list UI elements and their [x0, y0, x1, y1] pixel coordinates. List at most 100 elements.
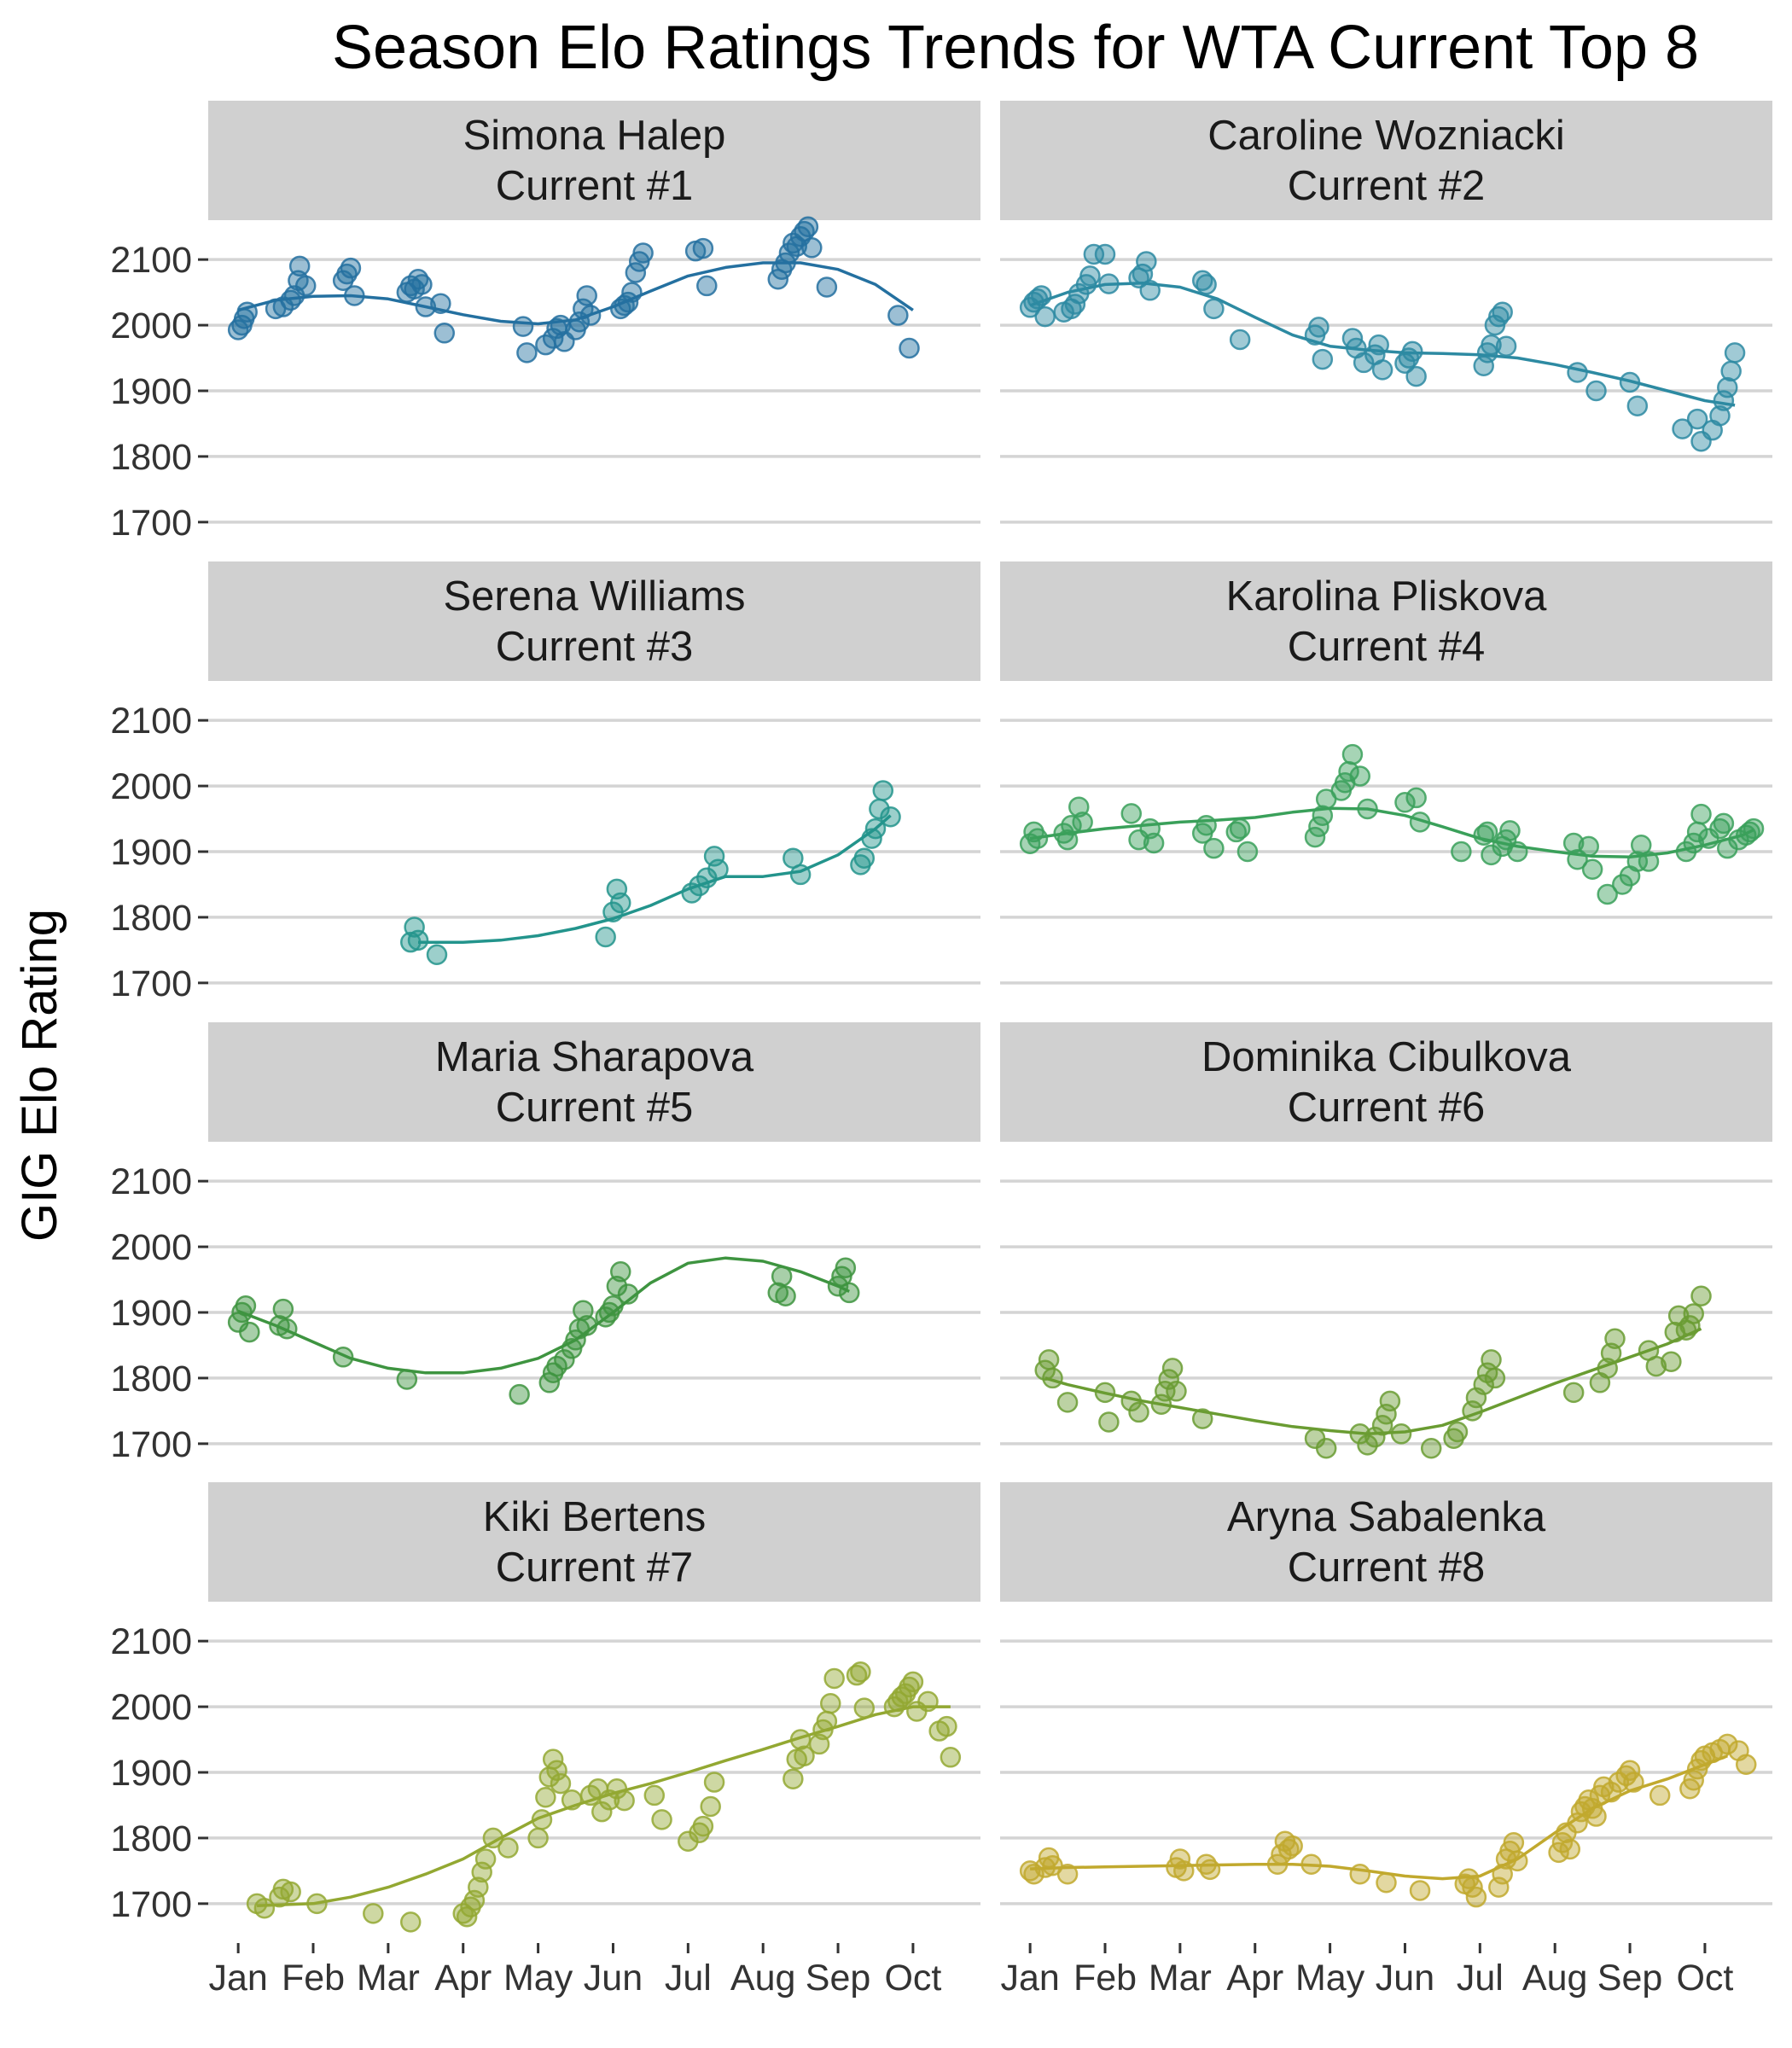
data-point — [1473, 1374, 1494, 1395]
data-point — [1686, 408, 1708, 430]
strip-background — [208, 101, 980, 220]
data-point — [1379, 1390, 1401, 1412]
data-point — [651, 1809, 672, 1830]
data-point — [1308, 317, 1329, 338]
data-point — [1166, 1381, 1187, 1402]
data-point — [696, 275, 718, 297]
x-tick-label: Jan — [208, 1958, 267, 1999]
x-tick-label: Jun — [1376, 1958, 1434, 1999]
strip-player-name: Caroline Wozniacki — [1207, 113, 1565, 159]
data-point — [783, 1768, 804, 1789]
data-point — [1649, 1784, 1671, 1807]
data-point — [1143, 832, 1165, 854]
strip-player-name: Maria Sharapova — [435, 1034, 754, 1080]
x-tick-label: Apr — [1226, 1958, 1283, 1999]
data-point — [239, 1321, 260, 1343]
data-point — [1282, 1835, 1303, 1857]
data-point — [1672, 418, 1693, 439]
data-point — [1236, 841, 1259, 863]
x-tick-label: May — [503, 1958, 573, 1999]
y-tick-label: 1700 — [110, 1424, 192, 1465]
y-tick-label: 1800 — [110, 898, 192, 939]
data-point — [1196, 814, 1217, 836]
data-point — [516, 342, 538, 364]
data-point — [576, 285, 597, 306]
data-point — [1357, 1434, 1378, 1456]
data-point — [794, 1745, 815, 1767]
data-point — [1619, 1760, 1641, 1781]
data-point — [1338, 760, 1359, 783]
strip-player-name: Serena Williams — [444, 573, 746, 620]
data-point — [902, 1671, 924, 1693]
facet-panel: Kiki Bertens Current #7 1700 1800 1900 2000 21… — [110, 1482, 980, 1999]
data-point — [1690, 803, 1712, 825]
x-tick-label: Mar — [357, 1958, 420, 1999]
x-tick-label: Mar — [1149, 1958, 1212, 1999]
trend-line — [1029, 282, 1736, 407]
data-point — [700, 1795, 721, 1818]
data-point — [703, 1772, 725, 1793]
data-point — [1585, 380, 1607, 402]
data-point — [1169, 1848, 1191, 1870]
trend-line — [1030, 1754, 1728, 1881]
data-point — [1567, 362, 1588, 383]
strip-player-name: Karolina Pliskova — [1226, 573, 1548, 620]
data-point — [835, 1257, 857, 1278]
data-point — [1098, 1411, 1120, 1433]
y-tick-label: 1900 — [110, 1753, 192, 1794]
data-point — [554, 1349, 575, 1370]
x-tick-label: Jun — [584, 1958, 643, 1999]
data-point — [512, 316, 534, 337]
x-tick-label: Oct — [1676, 1958, 1733, 1999]
strip-player-name: Aryna Sabalenka — [1227, 1494, 1546, 1540]
strip-background — [1000, 1482, 1772, 1602]
data-point — [509, 1383, 530, 1405]
data-point — [1499, 820, 1521, 841]
data-point — [1229, 329, 1251, 351]
data-point — [1481, 1349, 1502, 1370]
data-point — [801, 237, 823, 259]
data-point — [1720, 360, 1742, 382]
data-point — [1341, 743, 1364, 765]
data-point — [643, 1784, 666, 1807]
data-point — [426, 944, 448, 966]
data-point — [1717, 1733, 1738, 1755]
data-point — [1155, 1381, 1176, 1402]
y-tick-label: 2100 — [110, 1161, 192, 1202]
data-point — [820, 1692, 841, 1714]
x-tick-label: Jul — [665, 1958, 712, 1999]
y-tick-label: 2000 — [110, 766, 192, 807]
facet-panel: Aryna Sabalenka Current #8 Jan Feb Mar Apr May… — [1000, 1482, 1772, 1999]
data-point — [625, 262, 647, 283]
y-tick-label: 1800 — [110, 437, 192, 478]
data-point — [535, 1786, 556, 1808]
data-point — [1446, 1421, 1469, 1443]
data-point — [1349, 1863, 1370, 1885]
strip-player-name: Kiki Bertens — [483, 1494, 706, 1540]
data-point — [1315, 1437, 1337, 1459]
data-point — [775, 1285, 796, 1307]
data-point — [1056, 1863, 1079, 1885]
data-point — [1465, 1886, 1487, 1908]
trend-line — [418, 814, 892, 944]
strip-player-name: Dominika Cibulkova — [1201, 1034, 1572, 1080]
y-axis-label: GIG Elo Rating — [12, 909, 67, 1242]
x-tick-label: Aug — [1522, 1958, 1588, 1999]
y-tick-label: 1800 — [110, 1359, 192, 1399]
x-tick-label: Apr — [434, 1958, 492, 1999]
data-point — [899, 337, 920, 359]
data-point — [591, 1801, 613, 1823]
y-tick-label: 2100 — [110, 240, 192, 281]
data-point — [1405, 787, 1427, 809]
data-point — [1376, 1871, 1397, 1894]
data-point — [497, 1837, 519, 1859]
strip-background — [1000, 1022, 1772, 1142]
data-point — [1578, 835, 1599, 858]
data-point — [1312, 348, 1334, 370]
data-point — [1371, 1415, 1393, 1436]
data-point — [1690, 1285, 1712, 1307]
data-point — [1083, 243, 1105, 265]
data-point — [823, 1667, 845, 1690]
data-point — [1158, 1369, 1179, 1390]
